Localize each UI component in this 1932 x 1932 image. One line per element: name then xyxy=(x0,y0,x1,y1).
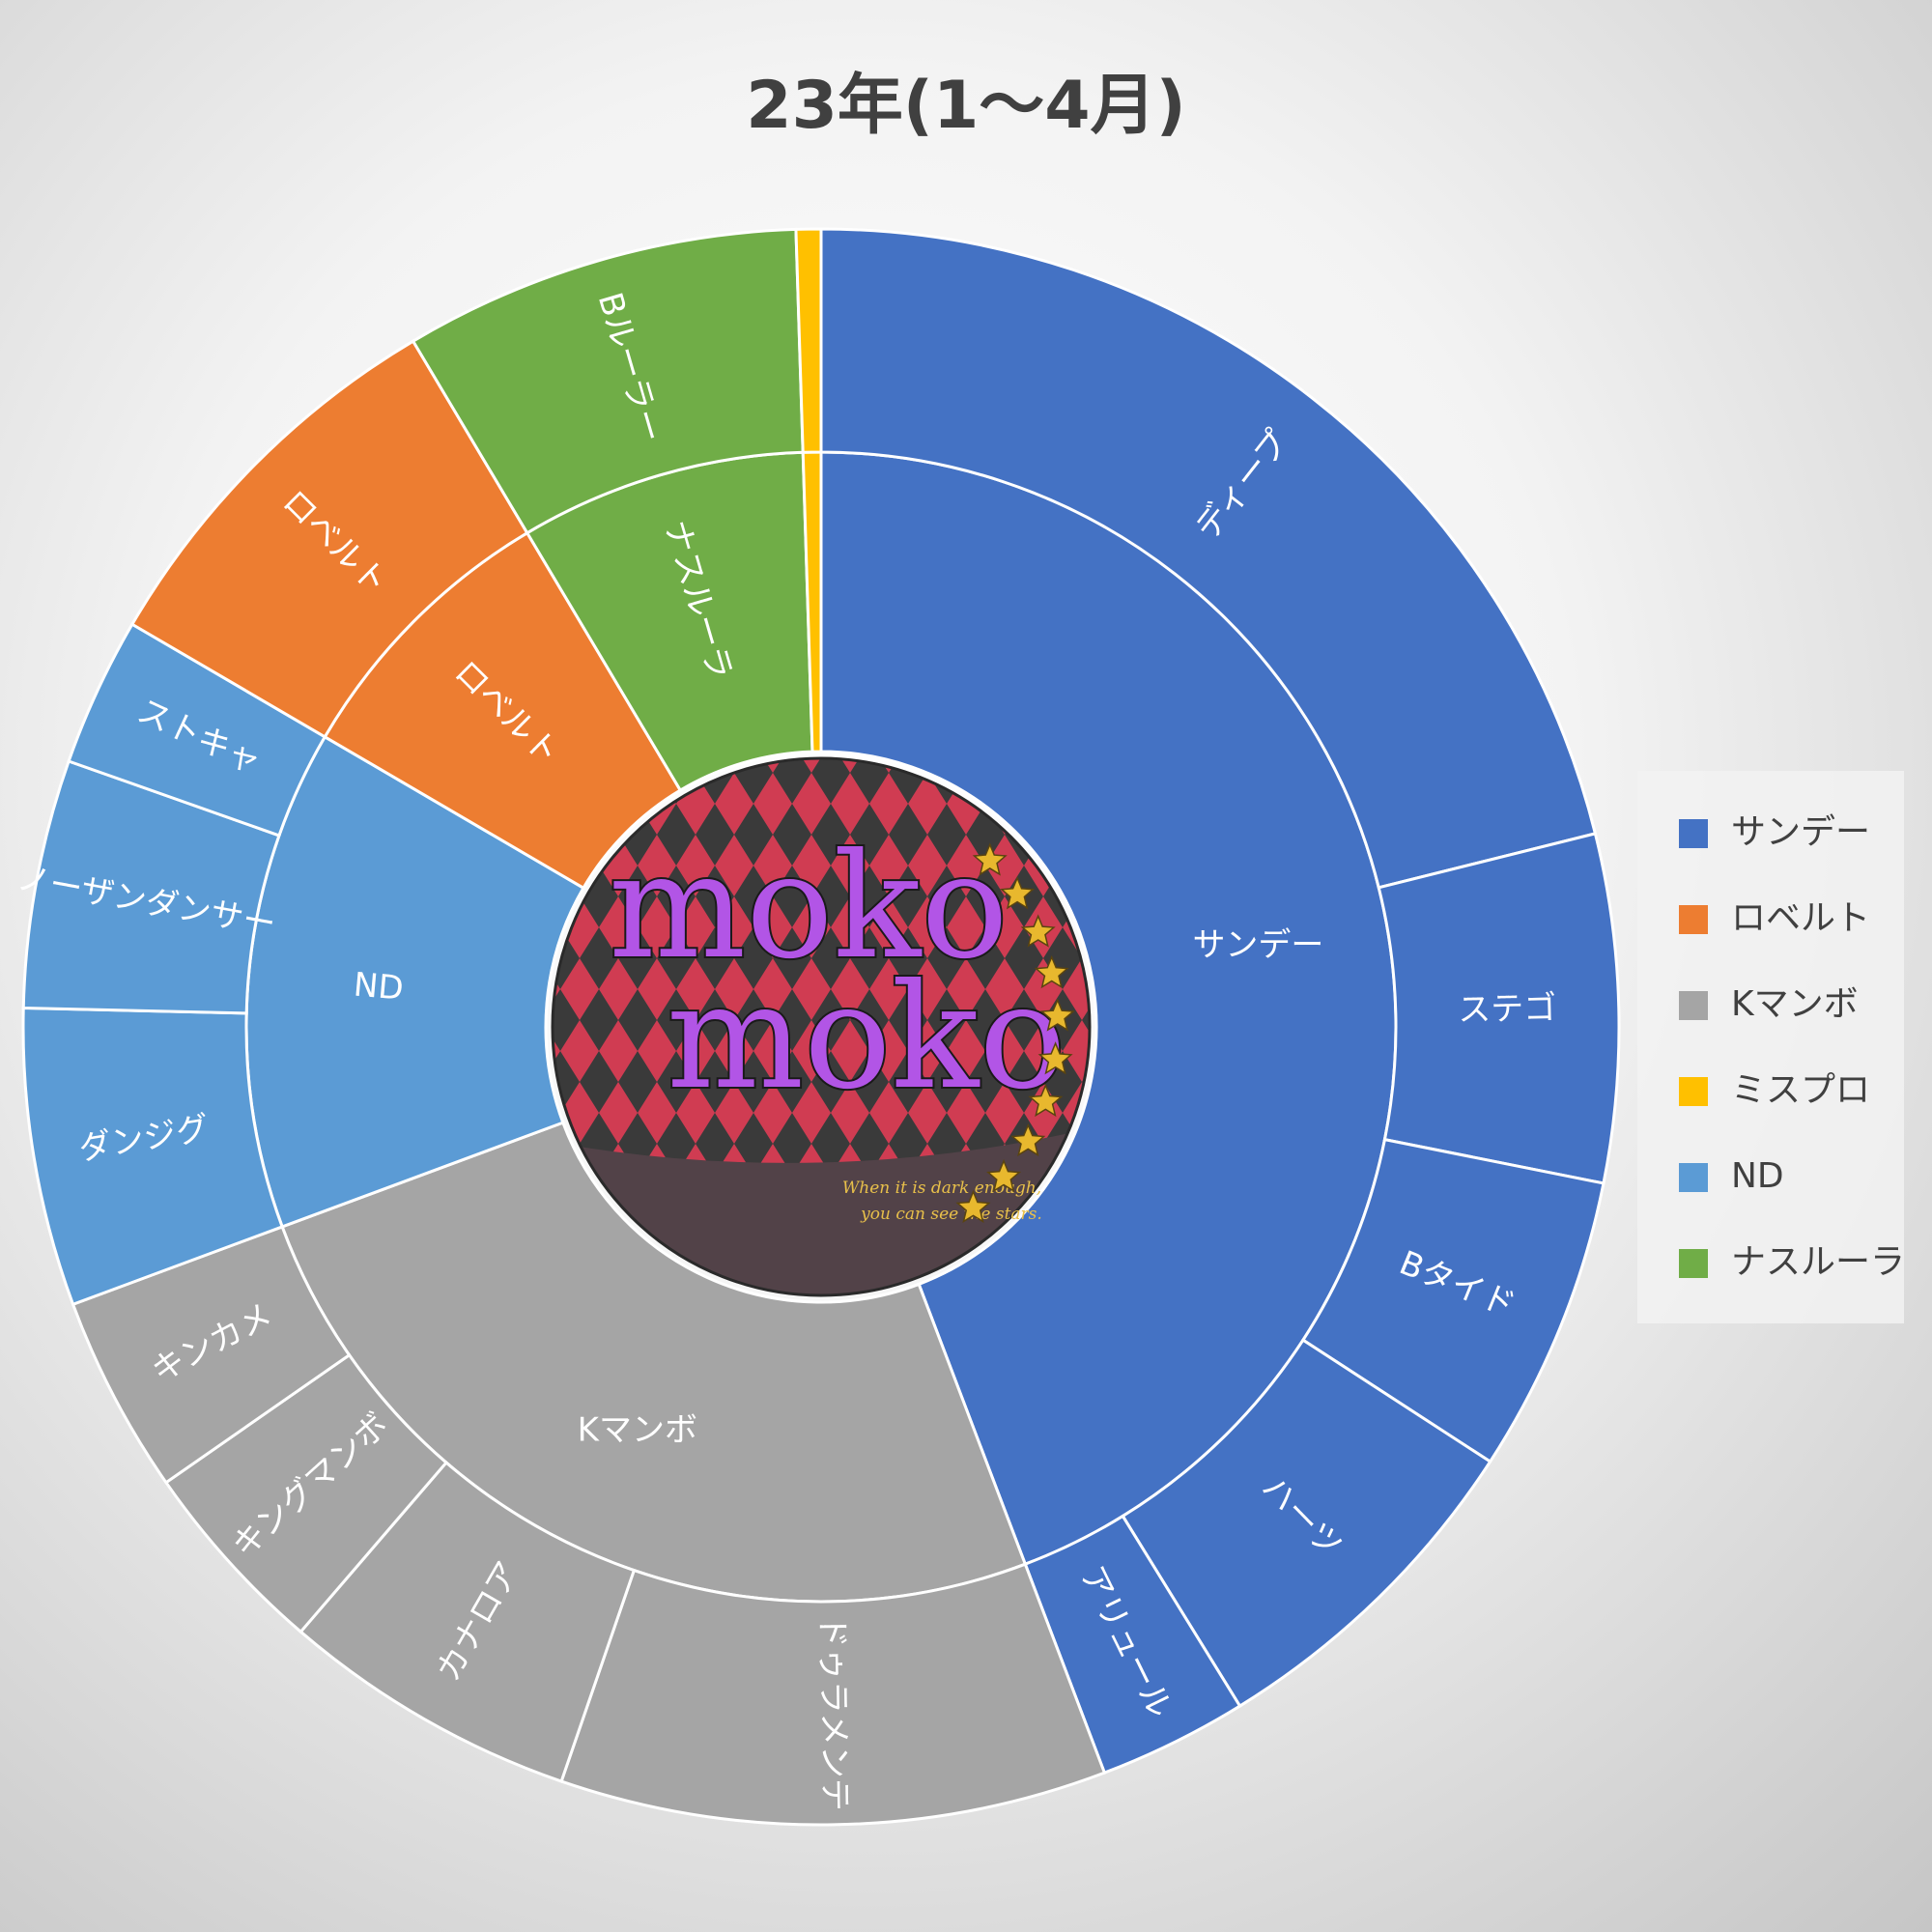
star-icon xyxy=(1010,1122,1046,1157)
logo-stars xyxy=(955,842,1075,1224)
label-ステゴ-3: ステゴ xyxy=(1458,988,1557,1029)
star-icon xyxy=(1037,1041,1073,1075)
star-icon xyxy=(1000,876,1036,910)
logo-text-line2: moko xyxy=(667,953,1066,1122)
legend-entry: サンデー xyxy=(1731,812,1870,852)
legend-swatch xyxy=(1679,1163,1708,1192)
legend-swatch xyxy=(1679,905,1708,934)
chart-title: 23年(1～4月) xyxy=(746,68,1185,144)
center-logo: moko moko When it is dark enough, you ca… xyxy=(551,756,1092,1297)
segment-ディープ-1 xyxy=(819,227,1598,890)
legend-box xyxy=(1637,771,1904,1323)
star-icon xyxy=(986,1158,1022,1193)
legend-swatch xyxy=(1679,991,1708,1020)
star-icon xyxy=(1028,1083,1064,1118)
legend-swatch xyxy=(1679,1077,1708,1106)
legend-entry: ND xyxy=(1731,1156,1784,1196)
label-ND-12: ND xyxy=(352,965,405,1008)
star-icon xyxy=(1034,954,1069,989)
sunburst-segments xyxy=(21,227,1621,1827)
logo-text-line1: moko xyxy=(609,823,1009,991)
legend-entry: ロベルト xyxy=(1731,898,1870,938)
legend-entry: ミスプロ xyxy=(1731,1070,1870,1110)
star-icon xyxy=(955,1189,991,1224)
segment-unlabeled-20 xyxy=(794,227,823,454)
label-Kマンボ-7: Kマンボ xyxy=(578,1410,697,1449)
legend-entry: Kマンボ xyxy=(1731,984,1859,1024)
star-icon xyxy=(972,842,1008,876)
label-サンデー-1: サンデー xyxy=(1192,925,1323,964)
legend-entry: ナスルーラ xyxy=(1731,1242,1905,1282)
label-ドゥラメンテ-8: ドゥラメンテ xyxy=(812,1615,854,1812)
logo-ring xyxy=(551,756,1092,1297)
star-icon xyxy=(1039,998,1075,1032)
logo-tagline-1: When it is dark enough, xyxy=(842,1179,1041,1198)
star-icon xyxy=(1020,914,1056,948)
legend-swatch xyxy=(1679,819,1708,848)
legend-swatch xyxy=(1679,1249,1708,1278)
logo-tagline-2: you can see the stars. xyxy=(860,1205,1042,1224)
